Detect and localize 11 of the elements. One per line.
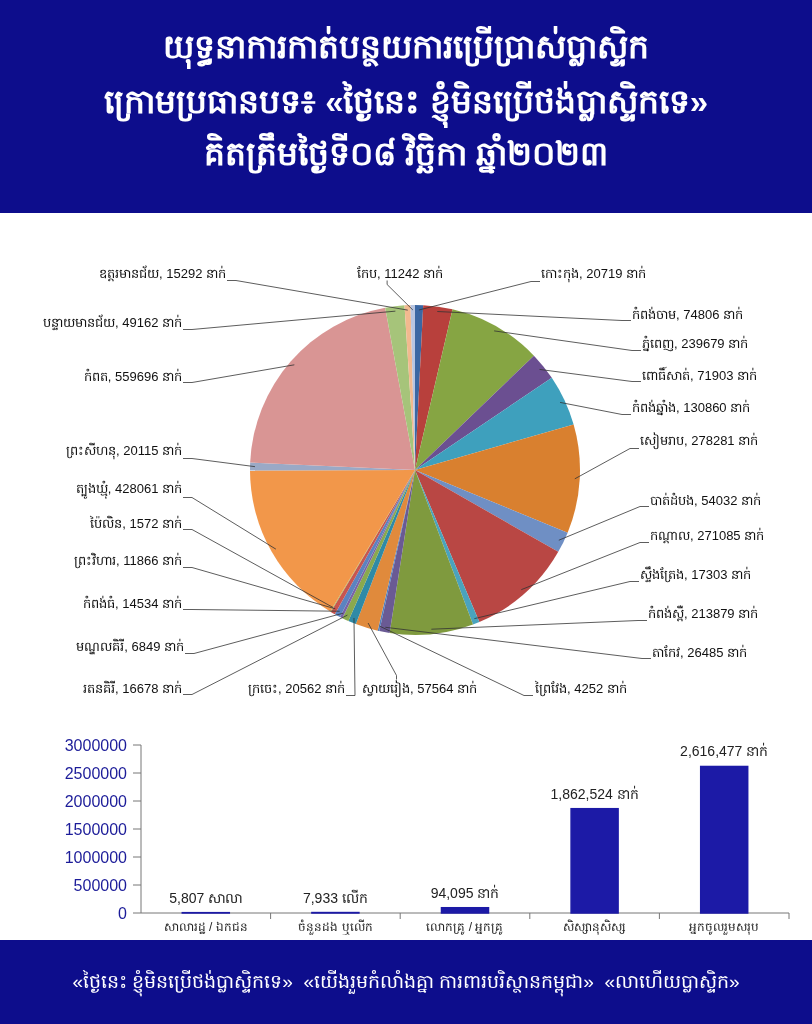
ytick-label: 3000000 xyxy=(64,736,127,754)
ytick-label: 1500000 xyxy=(64,820,127,838)
subtitle: គិតត្រឹមថ្ងៃទី០៨ វិច្ឆិកា ឆ្នាំ២០២៣ xyxy=(0,128,812,180)
subtitle: ក្រោមប្រធានបទ៖ «ថ្ងៃនេះ ខ្ញុំមិនប្រើថង់ប្លាស្ទិកទេ» xyxy=(0,76,812,128)
ytick-label: 0 xyxy=(118,904,127,922)
footer-note: «ថ្ងៃនេះ ខ្ញុំមិនប្រើថង់ប្លាស្ទិកទេ» «យើងរួមកំលាំងគ្នា ការពារបរិស្ថានកម្ពុជា» «លាហើយប្លាស្ទិក» xyxy=(0,940,812,1024)
ytick-label: 1000000 xyxy=(64,848,127,866)
ytick-label: 2000000 xyxy=(64,792,127,810)
ytick-label: 500000 xyxy=(73,876,127,894)
ytick-label: 2500000 xyxy=(64,764,127,782)
title: យុទ្ធនាការកាត់បន្ថយការប្រើប្រាស់ប្លាស្ទិក xyxy=(0,18,812,76)
